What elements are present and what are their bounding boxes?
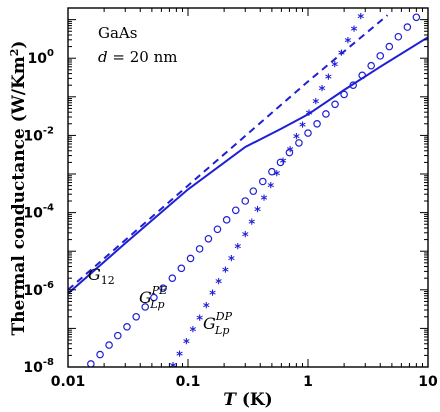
- data-point-dp: *: [190, 325, 197, 340]
- data-point-pe: [141, 303, 150, 311]
- data-point-pe: [258, 177, 267, 186]
- data-point-dp: *: [306, 108, 313, 123]
- y-tick-label: 10-2: [23, 125, 54, 144]
- data-point-pe: [349, 81, 357, 89]
- data-point-dp: *: [357, 12, 364, 27]
- thickness-annotation: d = 20 nm: [98, 48, 177, 66]
- data-point-dp: *: [222, 265, 229, 280]
- material-annotation: GaAs: [98, 24, 137, 42]
- data-point-pe: [367, 61, 375, 70]
- data-point-dp: *: [331, 60, 338, 75]
- data-point-pe: [87, 360, 95, 367]
- data-point-pe: [241, 197, 250, 205]
- data-point-pe: [159, 284, 167, 293]
- data-point-pe: [403, 23, 412, 31]
- series-label-glp-dp: GDP Lp: [203, 310, 233, 337]
- data-point-pe: [358, 71, 367, 80]
- data-point-pe: [322, 110, 330, 118]
- data-point-pe: [295, 139, 303, 147]
- data-point-pe: [222, 216, 231, 224]
- series-line-dashed: [68, 14, 389, 291]
- x-tick-label: 0.1: [176, 374, 201, 390]
- data-point-dp: *: [254, 205, 261, 220]
- data-point-pe: [385, 42, 394, 51]
- data-point-pe: [412, 13, 421, 22]
- data-point-dp: *: [267, 181, 274, 196]
- data-point-pe: [249, 187, 258, 195]
- plot-frame: [67, 7, 429, 368]
- y-tick-label: 10-8: [23, 357, 54, 376]
- data-point-dp: *: [170, 361, 177, 376]
- x-tick-label: 10: [418, 374, 438, 390]
- data-point-dp: *: [287, 145, 294, 160]
- data-point-pe: [150, 293, 158, 302]
- data-point-dp: *: [312, 97, 319, 112]
- data-point-pe: [313, 119, 321, 128]
- data-point-dp: *: [299, 121, 306, 136]
- series-label-g12: G12: [88, 265, 115, 287]
- data-point-dp: *: [242, 230, 249, 245]
- y-axis-label: Thermal conductance (W/Km2): [8, 41, 29, 336]
- plot-area: ****************************** 0.01 0.1 1 1…: [23, 7, 438, 390]
- data-point-pe: [123, 323, 131, 331]
- data-point-dp: *: [351, 24, 358, 39]
- data-point-dp: *: [338, 48, 345, 63]
- data-point-dp: *: [176, 349, 183, 364]
- data-point-dp: *: [293, 132, 300, 147]
- data-point-dp: *: [183, 337, 190, 352]
- data-point-pe: [276, 158, 285, 167]
- data-point-pe: [177, 264, 186, 273]
- x-axis-label: T (K): [223, 390, 272, 410]
- data-point-pe: [394, 32, 403, 41]
- data-point-pe: [195, 245, 204, 253]
- data-point-pe: [268, 167, 276, 176]
- data-point-pe: [204, 234, 213, 243]
- series-layer: ******************************: [68, 12, 428, 376]
- data-point-pe: [132, 312, 140, 321]
- data-point-dp: *: [215, 277, 222, 292]
- data-point-dp: *: [280, 156, 287, 171]
- data-point-dp: *: [344, 36, 351, 51]
- ticks-layer: 0.01 0.1 1 10 10-8 10-6 10-4 10-2 100: [23, 7, 438, 390]
- data-point-pe: [331, 100, 339, 109]
- data-point-pe: [213, 225, 222, 234]
- data-point-pe: [186, 254, 195, 263]
- data-point-dp: *: [196, 314, 203, 329]
- data-point-dp: *: [228, 254, 235, 269]
- data-point-pe: [168, 274, 177, 282]
- data-point-dp: *: [319, 84, 326, 99]
- data-point-dp: *: [325, 72, 332, 87]
- series-line-g12: [68, 36, 428, 295]
- data-point-dp: *: [234, 242, 241, 257]
- data-point-dp: *: [273, 169, 280, 184]
- y-tick-label: 10-6: [23, 280, 54, 299]
- data-point-pe: [231, 206, 240, 215]
- data-point-pe: [113, 331, 122, 340]
- data-point-dp: *: [248, 217, 255, 232]
- series-label-glp-pe: GPE Lp: [139, 284, 167, 311]
- data-point-pe: [376, 52, 385, 60]
- x-tick-label: 1: [303, 374, 313, 390]
- data-point-pe: [105, 341, 113, 349]
- data-point-pe: [96, 350, 104, 359]
- y-tick-label: 100: [28, 48, 54, 67]
- y-tick-label: 10-4: [23, 203, 54, 222]
- data-point-pe: [285, 148, 294, 157]
- data-point-pe: [304, 129, 312, 137]
- data-point-dp: *: [209, 289, 216, 304]
- data-point-pe: [340, 90, 348, 99]
- data-point-dp: *: [203, 301, 210, 316]
- data-point-dp: *: [261, 193, 268, 208]
- x-tick-label: 0.01: [51, 374, 86, 390]
